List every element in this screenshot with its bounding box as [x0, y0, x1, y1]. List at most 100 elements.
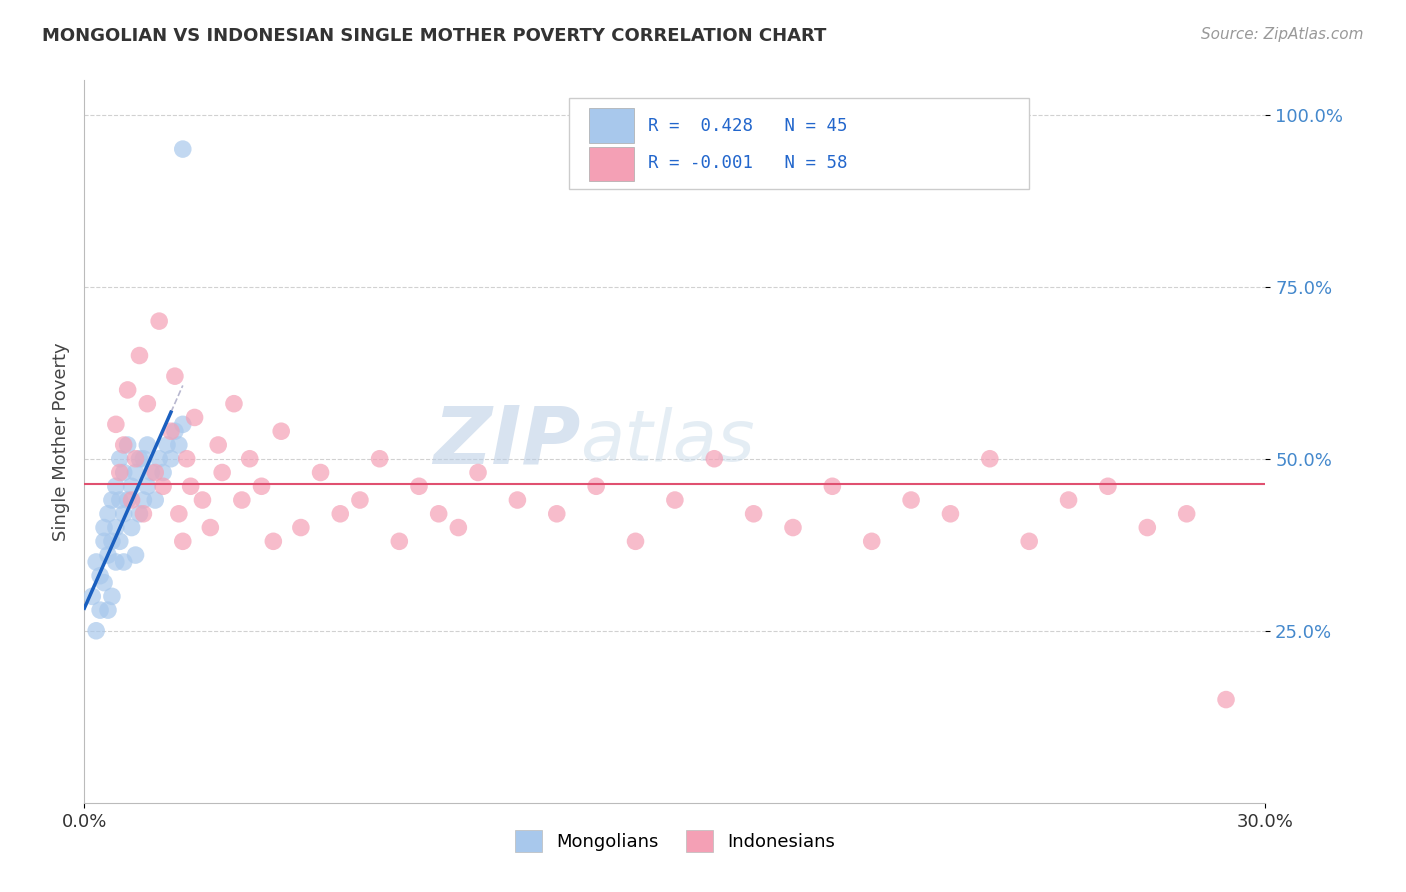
Point — [211, 466, 233, 480]
Point — [624, 534, 647, 549]
Point — [329, 507, 352, 521]
Point — [742, 507, 765, 521]
Point — [97, 548, 120, 562]
Point — [1057, 493, 1080, 508]
Point — [128, 451, 150, 466]
Point — [231, 493, 253, 508]
Point — [121, 520, 143, 534]
Point — [163, 424, 186, 438]
Point — [101, 590, 124, 604]
Point — [136, 479, 159, 493]
Point — [821, 479, 844, 493]
Text: atlas: atlas — [581, 407, 755, 476]
Point — [239, 451, 262, 466]
Point — [172, 417, 194, 432]
Point — [117, 438, 139, 452]
Point — [101, 534, 124, 549]
Point — [270, 424, 292, 438]
Point — [664, 493, 686, 508]
Point — [108, 451, 131, 466]
Point — [143, 466, 166, 480]
Point — [506, 493, 529, 508]
Point — [97, 507, 120, 521]
Point — [84, 555, 107, 569]
Point — [1175, 507, 1198, 521]
Point — [546, 507, 568, 521]
Point — [1136, 520, 1159, 534]
Point — [349, 493, 371, 508]
Point — [860, 534, 883, 549]
Point — [117, 383, 139, 397]
Point — [112, 507, 135, 521]
Point — [117, 493, 139, 508]
Legend: Mongolians, Indonesians: Mongolians, Indonesians — [508, 822, 842, 859]
Point — [112, 438, 135, 452]
Point — [112, 555, 135, 569]
Point — [290, 520, 312, 534]
Point — [89, 603, 111, 617]
Point — [368, 451, 391, 466]
Point — [148, 451, 170, 466]
Point — [82, 590, 104, 604]
Text: ZIP: ZIP — [433, 402, 581, 481]
Point — [262, 534, 284, 549]
Point — [900, 493, 922, 508]
Point — [408, 479, 430, 493]
Text: Source: ZipAtlas.com: Source: ZipAtlas.com — [1201, 27, 1364, 42]
Point — [136, 438, 159, 452]
Point — [121, 479, 143, 493]
Point — [160, 424, 183, 438]
Point — [585, 479, 607, 493]
Point — [163, 369, 186, 384]
Point — [128, 349, 150, 363]
Point — [132, 507, 155, 521]
Point — [132, 451, 155, 466]
Point — [124, 548, 146, 562]
Point — [183, 410, 205, 425]
Point — [1097, 479, 1119, 493]
Point — [152, 466, 174, 480]
Point — [104, 520, 127, 534]
Point — [108, 466, 131, 480]
Point — [167, 507, 190, 521]
FancyBboxPatch shape — [568, 98, 1029, 189]
Point — [427, 507, 450, 521]
Y-axis label: Single Mother Poverty: Single Mother Poverty — [52, 343, 70, 541]
Point — [1215, 692, 1237, 706]
Point — [104, 555, 127, 569]
Point — [108, 534, 131, 549]
Point — [104, 417, 127, 432]
Point — [93, 520, 115, 534]
Point — [388, 534, 411, 549]
Point — [108, 493, 131, 508]
Point — [467, 466, 489, 480]
Point — [782, 520, 804, 534]
Point — [703, 451, 725, 466]
Point — [176, 451, 198, 466]
Point — [1018, 534, 1040, 549]
Point — [89, 568, 111, 582]
Text: MONGOLIAN VS INDONESIAN SINGLE MOTHER POVERTY CORRELATION CHART: MONGOLIAN VS INDONESIAN SINGLE MOTHER PO… — [42, 27, 827, 45]
Point — [152, 479, 174, 493]
Point — [141, 466, 163, 480]
Point — [172, 142, 194, 156]
Point — [148, 314, 170, 328]
Point — [132, 493, 155, 508]
Point — [124, 466, 146, 480]
Point — [93, 575, 115, 590]
Point — [104, 479, 127, 493]
Point — [97, 603, 120, 617]
Point — [207, 438, 229, 452]
Point — [191, 493, 214, 508]
Point — [167, 438, 190, 452]
Point — [143, 493, 166, 508]
Point — [939, 507, 962, 521]
Point — [93, 534, 115, 549]
Point — [250, 479, 273, 493]
Point — [180, 479, 202, 493]
FancyBboxPatch shape — [589, 109, 634, 143]
Text: R =  0.428   N = 45: R = 0.428 N = 45 — [648, 117, 848, 135]
Point — [136, 397, 159, 411]
Point — [124, 451, 146, 466]
Point — [101, 493, 124, 508]
